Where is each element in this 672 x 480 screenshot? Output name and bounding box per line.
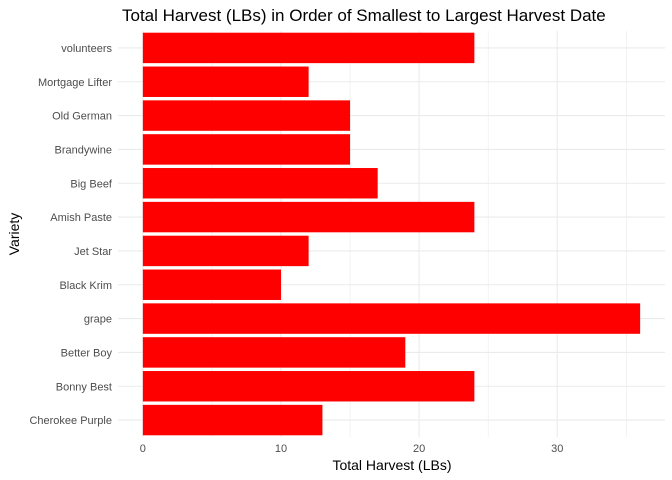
chart-title: Total Harvest (LBs) in Order of Smallest…: [122, 6, 606, 25]
bar: [142, 100, 351, 131]
y-tick-label: Brandywine: [55, 144, 112, 156]
x-tick-labels: 0 10 20 30: [140, 443, 564, 455]
bar: [142, 371, 475, 402]
y-tick-label: Cherokee Purple: [29, 415, 112, 427]
x-tick-label: 30: [551, 443, 563, 455]
x-axis-title: Total Harvest (LBs): [332, 457, 451, 473]
x-tick-label: 10: [275, 443, 287, 455]
bar: [142, 235, 309, 267]
grid-minor: [211, 31, 627, 437]
x-tick-label: 0: [140, 443, 146, 455]
y-tick-label: Mortgage Lifter: [38, 77, 112, 89]
y-tick-label: Better Boy: [61, 347, 113, 359]
y-tick-label: grape: [84, 314, 112, 326]
bar: [142, 32, 475, 64]
bar: [142, 201, 475, 233]
bar: [142, 269, 281, 300]
y-tick-label: volunteers: [61, 43, 112, 55]
y-tick-label: Amish Paste: [50, 212, 112, 224]
bar: [142, 66, 309, 97]
y-axis-title: Variety: [6, 213, 22, 256]
bar: [142, 134, 351, 165]
y-tick-label: Old German: [52, 111, 112, 123]
x-tick-label: 20: [413, 443, 425, 455]
y-tick-label: Jet Star: [74, 246, 112, 258]
bar: [142, 168, 378, 199]
y-tick-label: Big Beef: [70, 178, 113, 190]
bar: [142, 337, 406, 368]
y-tick-label: Black Krim: [59, 280, 112, 292]
y-tick-labels: volunteers Mortgage Lifter Old German Brand…: [29, 43, 112, 427]
bar: [142, 303, 641, 334]
bars: [142, 32, 641, 436]
y-tick-label: Bonny Best: [56, 381, 112, 393]
bar: [142, 404, 323, 436]
